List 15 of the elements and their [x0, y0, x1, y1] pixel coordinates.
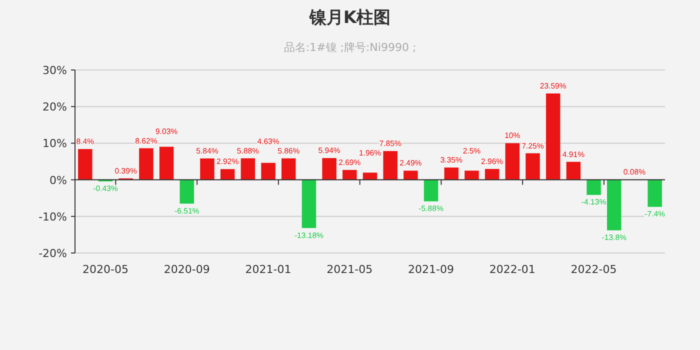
x-tick-label: 2020-05: [82, 263, 128, 276]
x-tick-label: 2022-05: [570, 263, 617, 276]
y-tick-label: 30%: [42, 64, 67, 77]
y-tick-label: -10%: [38, 210, 67, 224]
y-tick-label: 0%: [50, 174, 67, 187]
x-tick-label: 2021-05: [326, 263, 373, 276]
x-tick-label: 2022-01: [489, 263, 536, 276]
chart-title: 镍月K柱图: [308, 8, 391, 28]
y-tick-label: -20%: [38, 247, 67, 260]
y-tick-label: 20%: [42, 100, 67, 114]
y-tick-label: 10%: [42, 137, 67, 150]
chart-subtitle: 品名:1#镍 ;牌号:Ni9990 ;: [284, 41, 416, 54]
x-tick-label: 2021-09: [408, 263, 454, 276]
x-tick-label: 2021-01: [245, 263, 292, 276]
x-tick-label: 2020-09: [164, 263, 210, 276]
